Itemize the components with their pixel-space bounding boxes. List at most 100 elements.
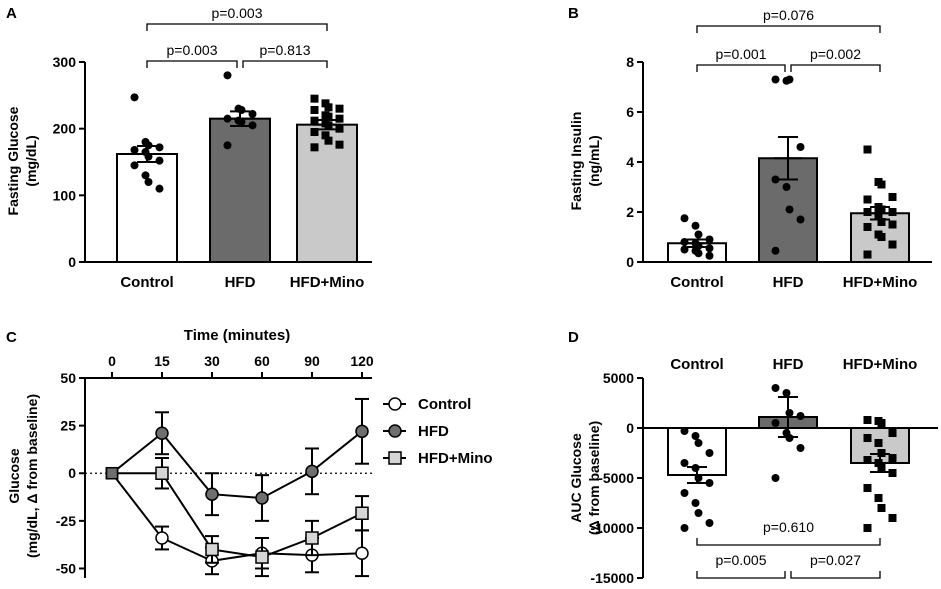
panel-d-ylabel-line2: (Δ from baseline)	[586, 421, 602, 535]
panel-b-ytick-label: 4	[626, 154, 634, 170]
panel-d-data-point	[874, 439, 883, 447]
panel-a-category-label: Control	[120, 274, 173, 291]
panel-c-series-line-hfd	[111, 430, 363, 500]
panel-b-data-point	[705, 244, 714, 253]
panel-c-xtick-label: 60	[254, 353, 270, 369]
panel-d-data-point	[877, 464, 886, 472]
panel-b-data-point	[782, 183, 791, 191]
panel-a-data-point	[310, 94, 319, 103]
panel-b: 0 2 4 6 8 Control HFD HFD+Mino p=0.001 p=0.002 p=0…	[626, 7, 932, 291]
panel-c-point-control	[355, 546, 369, 560]
panel-a-p-value: p=0.003	[167, 42, 218, 58]
panel-a-data-point	[248, 110, 257, 118]
panel-c-title: Time (minutes)	[184, 327, 290, 344]
panel-d-ytick-label: -10000	[590, 520, 634, 536]
panel-d-data-point	[863, 456, 872, 464]
panel-d-ytick-label: 5000	[603, 370, 634, 386]
panel-d-p-value: p=0.005	[716, 552, 767, 568]
panel-b-ytick-label: 6	[626, 104, 634, 120]
panel-b-data-point	[771, 75, 780, 84]
panel-b-data-point	[877, 233, 886, 241]
panel-d-category-label: HFD+Mino	[843, 356, 918, 373]
panel-c-legend-label-hfd: HFD	[418, 423, 449, 440]
panel-a-data-point	[248, 121, 257, 130]
panel-c: -50 -25 0 25 50 0 15 30 60 90 120 Control HFD HFD+Min…	[56, 353, 493, 578]
panel-d-data-point	[888, 469, 897, 477]
panel-c-ytick-label: -50	[56, 560, 76, 576]
panel-d-data-point	[680, 459, 689, 467]
panel-c-point-hfd	[205, 487, 219, 501]
panel-a-significance-bracket	[146, 23, 328, 31]
panel-d-p-value: p=0.027	[810, 552, 861, 568]
panel-d-data-point	[691, 432, 700, 440]
panel-c-xtick-label: 120	[350, 353, 374, 369]
panel-c-point-hfd-mino	[305, 531, 319, 545]
panel-d-category-label: HFD	[773, 356, 804, 373]
panel-b-data-point	[863, 145, 872, 154]
panel-label-a: A	[6, 5, 17, 22]
panel-a-ylabel-line2: (mg/dL)	[23, 135, 39, 186]
panel-c-ytick-label: 0	[68, 465, 76, 481]
panel-d-data-point	[863, 434, 872, 442]
panel-b-category-label: HFD+Mino	[843, 274, 918, 291]
panel-a-data-point	[321, 131, 330, 140]
panel-a-category-label: HFD	[225, 274, 256, 291]
panel-d-ytick-label: 0	[626, 420, 634, 436]
panel-d-data-point	[888, 454, 897, 462]
panel-c-point-hfd-mino	[355, 506, 369, 520]
panel-a-bar-hfd	[209, 117, 271, 263]
panel-c-xtick-label: 90	[304, 353, 320, 369]
panel-c-xtick-label: 0	[108, 353, 116, 369]
panel-a-ylabel-line1: Fasting Glucose	[5, 106, 21, 215]
panel-a-data-point	[335, 124, 344, 133]
panel-d-data-point	[694, 509, 703, 517]
panel-a-data-point	[335, 114, 344, 123]
panel-a-data-point	[130, 93, 139, 102]
panel-b-significance-bracket	[696, 25, 881, 33]
panel-b-data-point	[680, 245, 689, 254]
panel-d-ytick-label: -5000	[598, 470, 634, 486]
panel-d-data-point	[782, 389, 791, 397]
panel-a-data-point	[155, 156, 164, 165]
panel-d-p-value: p=0.610	[763, 519, 814, 535]
panel-c-point-control	[155, 531, 169, 545]
panel-b-data-point	[888, 220, 897, 229]
panel-b-significance-bracket	[790, 64, 881, 72]
panel-c-legend-label-hfd-mino: HFD+Mino	[418, 450, 493, 467]
panel-d-data-point	[874, 494, 883, 502]
panel-c-legend-label-control: Control	[418, 396, 471, 413]
panel-c-point-hfd-mino	[255, 550, 269, 564]
panel-d-data-point	[796, 444, 805, 452]
panel-a-data-point	[130, 161, 139, 170]
panel-d-data-point	[877, 419, 886, 427]
panel-d-data-point	[705, 519, 714, 527]
panel-c-point-hfd-mino	[105, 466, 119, 480]
panel-a-data-point	[223, 141, 232, 150]
panel-a-significance-bracket	[242, 60, 328, 68]
panel-d-significance-bracket	[696, 538, 881, 546]
panel-d-data-point	[680, 427, 689, 435]
panel-d-ylabel-line1: AUC Glucose	[568, 433, 584, 523]
panel-b-ylabel-line2: (ng/mL)	[586, 135, 602, 186]
panel-b-p-value: p=0.002	[810, 46, 861, 62]
panel-b-data-point	[796, 215, 805, 224]
panel-label-d: D	[568, 329, 579, 346]
panel-a-ytick-label: 200	[53, 121, 77, 137]
panel-c-xtick-label: 15	[154, 353, 170, 369]
panel-b-ytick-label: 8	[626, 54, 634, 70]
panel-a-ytick-label: 300	[53, 54, 77, 70]
panel-d-data-point	[680, 524, 689, 532]
panel-b-ytick-label: 2	[626, 204, 634, 220]
panel-c-point-hfd-mino	[155, 466, 169, 480]
panel-a-bar-hfd-mino	[296, 123, 358, 263]
panel-a-data-point	[223, 71, 232, 80]
panel-c-series-line-hfd-mino	[112, 472, 363, 559]
panel-b-data-point	[888, 240, 897, 249]
panel-a-significance-bracket	[146, 60, 238, 68]
panel-a-data-point	[324, 136, 333, 145]
panel-a-ytick-label: 0	[68, 254, 76, 270]
panel-a-data-point	[310, 128, 319, 136]
panel-c-point-hfd	[305, 464, 319, 479]
panel-label-c: C	[6, 329, 17, 346]
